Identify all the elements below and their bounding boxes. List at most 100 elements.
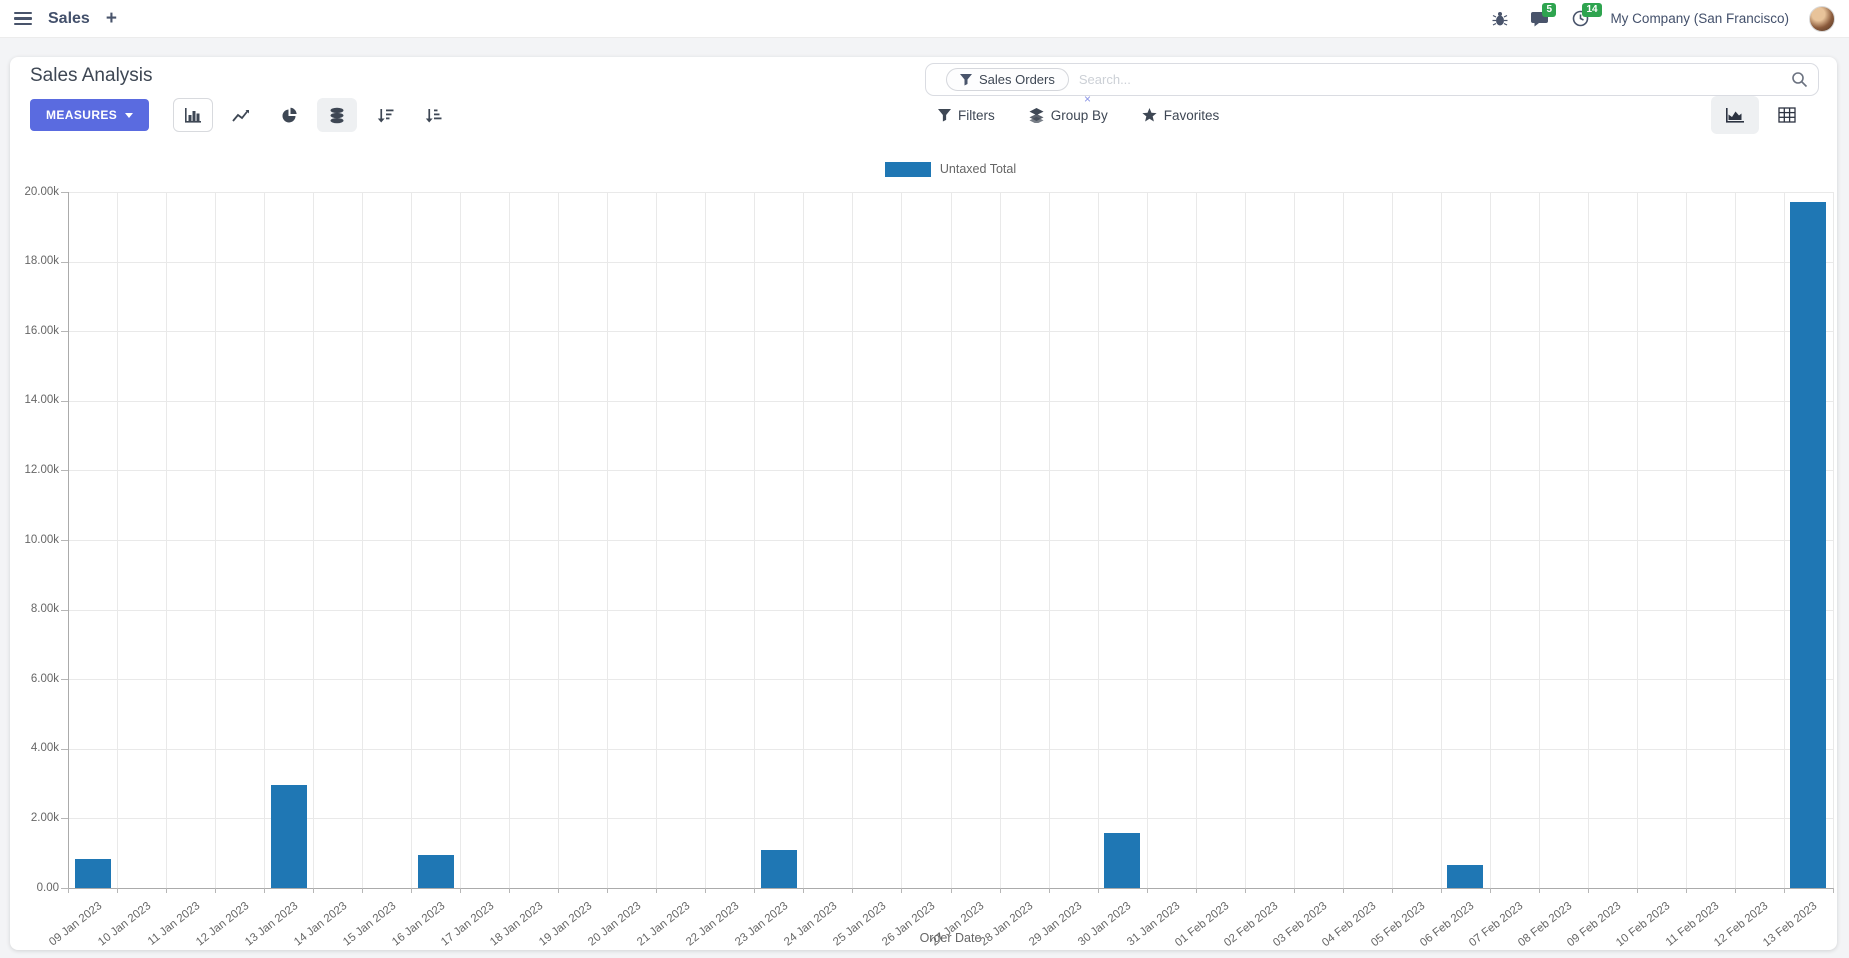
bar-06-feb-2023[interactable] bbox=[1447, 865, 1484, 888]
measures-label: MEASURES bbox=[46, 108, 118, 122]
v-gridline bbox=[754, 192, 756, 888]
bar-16-jan-2023[interactable] bbox=[417, 854, 454, 888]
bar-chart-type-button[interactable] bbox=[173, 98, 214, 132]
y-tick-label: 20.00k bbox=[24, 185, 59, 198]
messages-icon[interactable]: 5 bbox=[1530, 2, 1556, 29]
sort-ascending-button[interactable] bbox=[413, 98, 453, 132]
bar-09-jan-2023[interactable] bbox=[74, 859, 111, 888]
debug-bug-icon[interactable] bbox=[1490, 9, 1510, 29]
x-tick-mark bbox=[1833, 888, 1834, 893]
facet-remove-icon[interactable]: × bbox=[1084, 92, 1092, 106]
v-gridline bbox=[607, 192, 609, 888]
facet-label: Sales Orders bbox=[979, 72, 1055, 87]
x-tick-mark bbox=[1097, 888, 1099, 893]
pie-chart-icon bbox=[282, 107, 297, 122]
v-gridline bbox=[803, 192, 805, 888]
activities-clock-icon[interactable]: 14 bbox=[1570, 2, 1602, 29]
x-tick-mark bbox=[362, 888, 364, 893]
v-gridline bbox=[705, 192, 707, 888]
graph-view-button[interactable] bbox=[1711, 96, 1759, 134]
company-switcher[interactable]: My Company (San Francisco) bbox=[1610, 11, 1789, 26]
search-bar[interactable]: Sales Orders × bbox=[925, 63, 1819, 105]
pivot-table-icon bbox=[1778, 107, 1796, 123]
x-tick-mark bbox=[852, 888, 854, 893]
x-tick-mark bbox=[558, 888, 560, 893]
apps-menu-icon[interactable] bbox=[14, 11, 32, 26]
y-tick-label: 12.00k bbox=[24, 463, 59, 476]
v-gridline bbox=[852, 192, 854, 888]
x-tick-mark bbox=[1538, 888, 1540, 893]
chart-legend[interactable]: Untaxed Total bbox=[68, 160, 1833, 178]
stacked-toggle-button[interactable] bbox=[317, 98, 358, 132]
v-gridline bbox=[1391, 192, 1393, 888]
x-tick-mark bbox=[999, 888, 1001, 893]
v-gridline bbox=[1244, 192, 1246, 888]
v-gridline bbox=[656, 192, 658, 888]
measures-button[interactable]: MEASURES bbox=[30, 99, 150, 131]
app-name-menu[interactable]: Sales bbox=[48, 9, 90, 27]
legend-color-swatch bbox=[884, 161, 931, 177]
filters-funnel-icon bbox=[938, 108, 951, 121]
x-tick-mark bbox=[1244, 888, 1246, 893]
filters-menu-button[interactable]: Filters bbox=[938, 108, 995, 123]
y-axis-line bbox=[68, 192, 69, 888]
y-tick-label: 8.00k bbox=[30, 603, 59, 616]
y-tick-mark bbox=[61, 331, 68, 333]
x-tick-mark bbox=[1146, 888, 1148, 893]
line-chart-type-button[interactable] bbox=[221, 98, 261, 132]
bar-30-jan-2023[interactable] bbox=[1104, 833, 1141, 888]
search-icon[interactable] bbox=[1791, 71, 1808, 88]
bar-13-feb-2023[interactable] bbox=[1790, 202, 1827, 888]
view-switcher bbox=[1711, 96, 1811, 134]
x-tick-mark bbox=[803, 888, 805, 893]
v-gridline bbox=[1195, 192, 1197, 888]
x-tick-mark bbox=[607, 888, 609, 893]
search-facet-sales-orders[interactable]: Sales Orders bbox=[946, 68, 1069, 91]
y-tick-mark bbox=[61, 192, 68, 193]
x-tick-mark bbox=[460, 888, 462, 893]
x-tick-mark bbox=[1293, 888, 1295, 893]
y-tick-mark bbox=[61, 888, 68, 889]
x-tick-mark bbox=[411, 888, 413, 893]
x-tick-mark bbox=[656, 888, 658, 893]
pie-chart-type-button[interactable] bbox=[269, 98, 309, 132]
top-navbar: Sales + 5 14 My Company (San Franci bbox=[0, 0, 1849, 38]
y-tick-label: 10.00k bbox=[24, 533, 59, 546]
x-tick-mark bbox=[1391, 888, 1393, 893]
x-tick-mark bbox=[509, 888, 511, 893]
y-tick-mark bbox=[61, 609, 68, 611]
v-gridline bbox=[362, 192, 364, 888]
x-tick-mark bbox=[1489, 888, 1491, 893]
x-tick-mark bbox=[1048, 888, 1050, 893]
y-tick-label: 14.00k bbox=[24, 394, 59, 407]
user-avatar[interactable] bbox=[1809, 5, 1835, 32]
x-tick-mark bbox=[901, 888, 903, 893]
v-gridline bbox=[901, 192, 903, 888]
chevron-down-icon bbox=[125, 112, 134, 118]
bar-chart-icon bbox=[185, 108, 202, 123]
v-gridline bbox=[509, 192, 511, 888]
x-tick-mark bbox=[1636, 888, 1638, 893]
y-tick-label: 0.00 bbox=[36, 881, 59, 894]
control-panel: MEASURES bbox=[30, 96, 1819, 134]
favorites-menu-button[interactable]: Favorites bbox=[1142, 108, 1219, 123]
group-by-menu-button[interactable]: Group By bbox=[1029, 107, 1108, 123]
legend-label: Untaxed Total bbox=[939, 162, 1017, 176]
x-tick-mark bbox=[754, 888, 756, 893]
v-gridline bbox=[950, 192, 952, 888]
bar-23-jan-2023[interactable] bbox=[760, 850, 797, 888]
filter-funnel-icon bbox=[960, 73, 972, 85]
bar-13-jan-2023[interactable] bbox=[270, 785, 307, 888]
messages-count-badge: 5 bbox=[1542, 2, 1556, 17]
v-gridline bbox=[1489, 192, 1491, 888]
v-gridline bbox=[1440, 192, 1442, 888]
y-tick-mark bbox=[61, 470, 68, 472]
search-input[interactable] bbox=[1078, 72, 1791, 87]
new-tab-icon[interactable]: + bbox=[105, 8, 117, 29]
y-tick-mark bbox=[61, 261, 68, 263]
group-by-layers-icon bbox=[1029, 107, 1044, 123]
sort-descending-button[interactable] bbox=[365, 98, 405, 132]
pivot-view-button[interactable] bbox=[1763, 96, 1811, 134]
v-gridline bbox=[1048, 192, 1050, 888]
v-gridline bbox=[1833, 192, 1834, 888]
